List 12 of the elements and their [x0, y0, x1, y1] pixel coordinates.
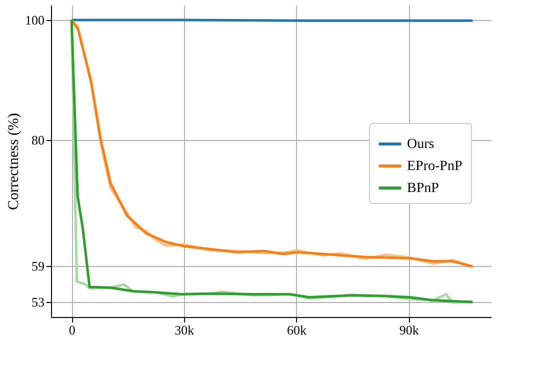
x-tick-label: 30k [174, 322, 195, 338]
x-tick-label: 60k [287, 322, 308, 338]
y-axis-title: Correctness (%) [6, 112, 22, 210]
y-tick-label: 80 [32, 132, 44, 148]
legend-label: Ours [407, 137, 434, 152]
x-tick-label: 90k [399, 322, 420, 338]
legend-label: BPnP [407, 181, 440, 196]
x-tick-label: 0 [68, 322, 76, 338]
legend-label: EPro-PnP [407, 159, 462, 174]
y-tick-label: 53 [32, 294, 44, 310]
y-tick-label: 59 [32, 258, 44, 274]
y-tick-label: 100 [25, 12, 44, 28]
